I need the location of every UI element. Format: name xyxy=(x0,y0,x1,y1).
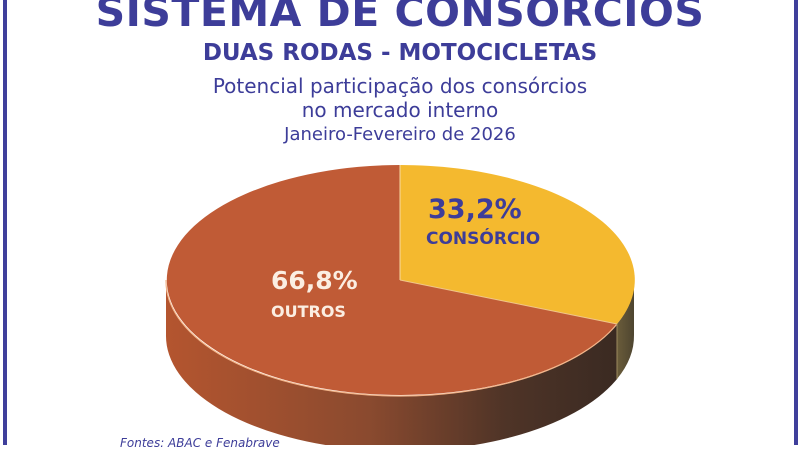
pie-side-consorcio xyxy=(617,280,635,379)
pie-slice-consorcio[interactable] xyxy=(400,164,635,324)
chart-description-line2: no mercado interno xyxy=(301,98,499,122)
chart-period: Janeiro-Fevereiro de 2026 xyxy=(284,124,516,145)
pie-side-outros xyxy=(165,280,617,445)
outros-category-label: OUTROS xyxy=(271,302,346,321)
frame-border-right xyxy=(794,0,798,445)
slice-divider xyxy=(399,279,618,325)
chart-description-line1: Potencial participação dos consórcios xyxy=(212,74,588,98)
pie-rim-highlight xyxy=(165,279,618,397)
pie-slice-outros[interactable] xyxy=(166,165,618,395)
source-note: Fontes: ABAC e Fenabrave xyxy=(120,436,280,450)
chart-subtitle: DUAS RODAS - MOTOCICLETAS xyxy=(202,40,598,66)
frame-border-left xyxy=(3,0,7,445)
outros-percentage-label: 66,8% xyxy=(271,266,358,295)
chart-title: SISTEMA DE CONSÓRCIOS xyxy=(95,0,705,36)
consorcio-category-label: CONSÓRCIO xyxy=(426,229,541,249)
consorcio-percentage-label: 33,2% xyxy=(428,194,522,225)
